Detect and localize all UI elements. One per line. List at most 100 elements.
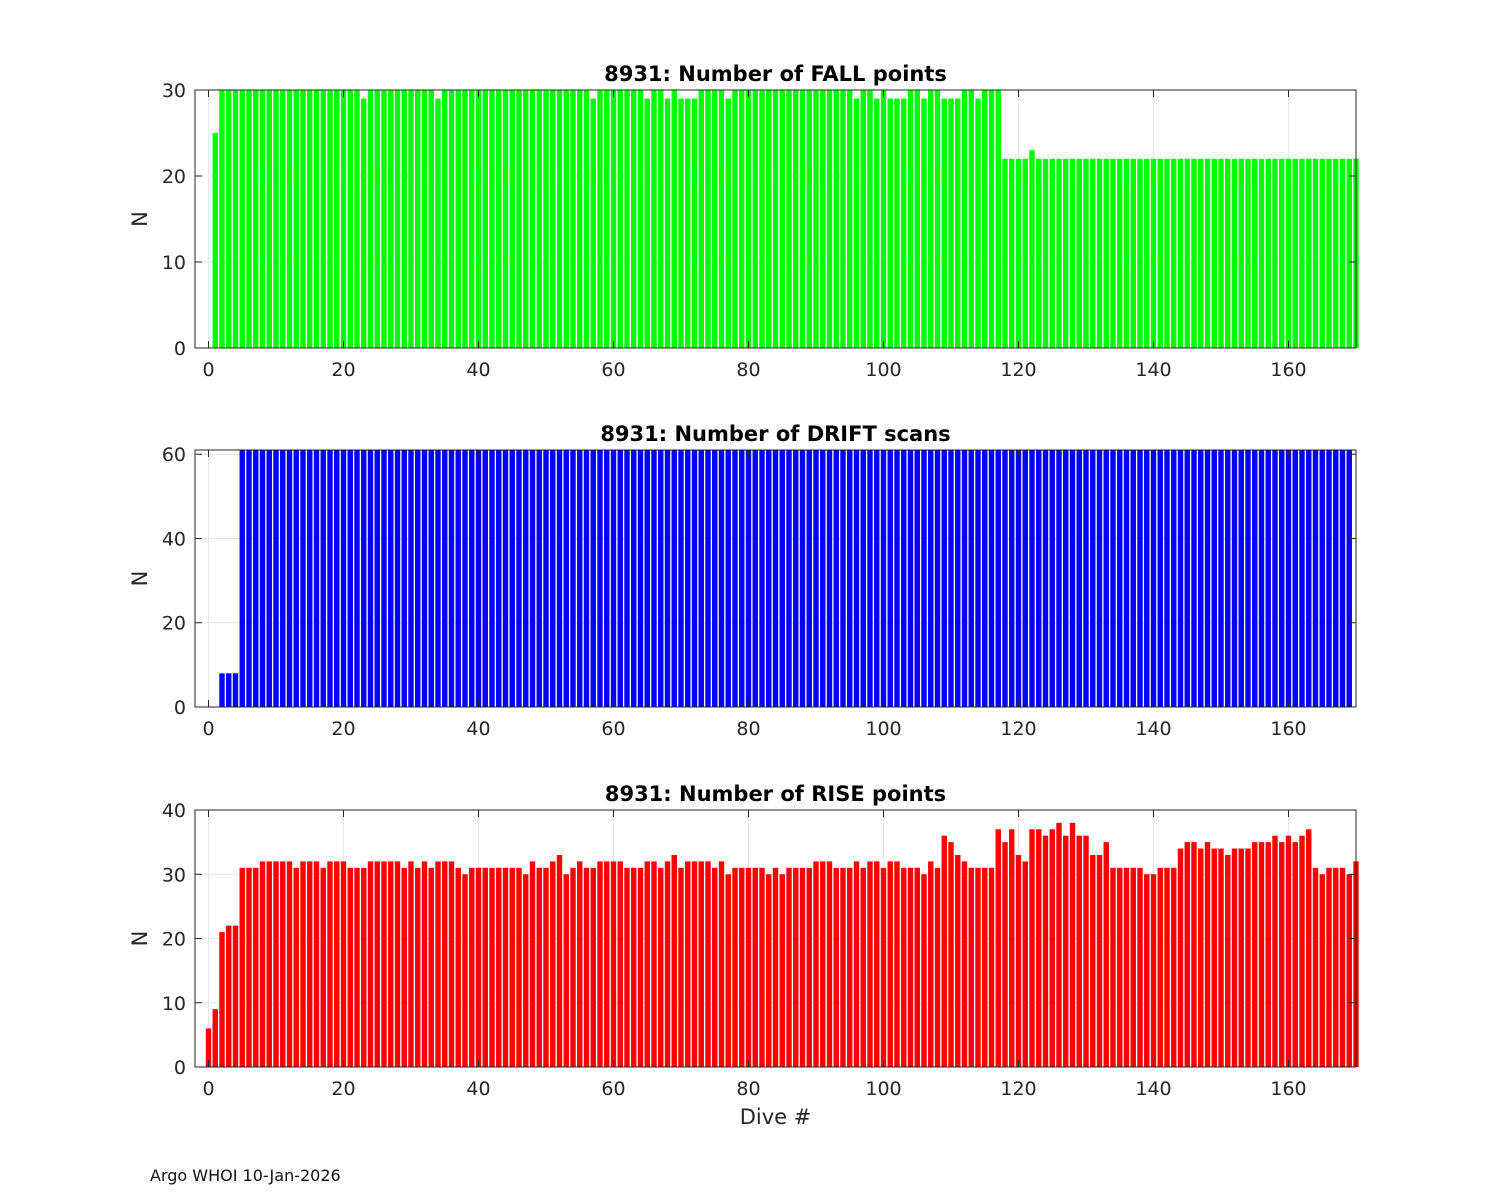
rise-xtick-label: 160 — [1270, 1078, 1306, 1100]
drift-bar — [597, 450, 603, 707]
fall-bar — [219, 90, 225, 348]
fall-bar — [948, 98, 954, 348]
rise-bar — [664, 861, 671, 1067]
fall-bar — [1184, 158, 1190, 348]
rise-bar — [1245, 848, 1251, 1067]
drift-bar — [286, 450, 293, 707]
drift-bar — [1238, 450, 1244, 707]
rise-bar — [759, 867, 765, 1067]
rise-bar — [523, 874, 529, 1067]
fall-bar — [239, 90, 245, 348]
drift-bar — [1150, 450, 1157, 707]
fall-bar — [516, 90, 522, 348]
rise-bar — [928, 861, 934, 1067]
fall-bar — [286, 90, 293, 348]
fall-bar — [968, 90, 974, 348]
drift-bar — [435, 450, 441, 707]
drift-bar — [826, 450, 833, 707]
fall-bar — [455, 90, 461, 348]
rise-bar — [1144, 874, 1150, 1067]
drift-bar — [928, 450, 934, 707]
drift-bar — [705, 450, 711, 707]
drift-bar — [833, 450, 839, 707]
drift-bar — [766, 450, 772, 707]
drift-bar — [718, 450, 725, 707]
rise-bar — [887, 861, 893, 1067]
drift-bar — [563, 450, 569, 707]
rise-bar — [1110, 867, 1116, 1067]
rise-bar — [894, 861, 900, 1067]
rise-bar — [259, 861, 266, 1067]
rise-bar — [1171, 867, 1177, 1067]
rise-bar — [1211, 848, 1217, 1067]
drift-bar — [408, 450, 414, 707]
drift-bar — [847, 450, 853, 707]
drift-bar — [320, 450, 326, 707]
rise-bar — [354, 867, 360, 1067]
fall-bar — [691, 98, 698, 348]
drift-bar — [1144, 450, 1150, 707]
drift-bar — [732, 450, 738, 707]
fall-bar — [347, 90, 353, 348]
fall-bar — [739, 90, 745, 348]
fall-bar — [887, 98, 893, 348]
rise-bar — [1069, 822, 1076, 1067]
rise-y-axis-label: N — [128, 931, 152, 947]
rise-bar — [705, 861, 711, 1067]
fall-bar — [415, 90, 421, 348]
drift-bar — [637, 450, 644, 707]
fall-bar — [901, 98, 907, 348]
drift-bar — [806, 450, 812, 707]
drift-bar — [658, 450, 664, 707]
fall-bar — [847, 90, 853, 348]
drift-bar — [523, 450, 529, 707]
drift-bar — [1083, 450, 1089, 707]
rise-bar — [1042, 835, 1049, 1067]
rise-bar — [988, 867, 995, 1067]
drift-bar — [1265, 450, 1271, 707]
drift-bar — [988, 450, 995, 707]
drift-bar — [502, 450, 509, 707]
drift-bar — [1076, 450, 1082, 707]
drift-bar — [428, 450, 434, 707]
rise-bar — [212, 1009, 218, 1067]
drift-bar — [253, 450, 259, 707]
rise-bar — [475, 867, 482, 1067]
rise-bar — [388, 861, 394, 1067]
fall-bar — [806, 90, 812, 348]
drift-bar — [226, 673, 232, 707]
rise-bar — [712, 867, 718, 1067]
fall-bar — [462, 90, 468, 348]
drift-bar — [901, 450, 907, 707]
fall-bar — [556, 90, 563, 348]
fall-bar — [1218, 158, 1224, 348]
drift-bar — [1319, 450, 1325, 707]
rise-bar — [644, 861, 650, 1067]
rise-bar — [1137, 867, 1143, 1067]
fall-bar — [509, 90, 515, 348]
drift-bar — [1049, 450, 1055, 707]
footer-credit: Argo WHOI 10-Jan-2026 — [150, 1166, 341, 1185]
drift-bar — [934, 450, 941, 707]
drift-chart-title: 8931: Number of DRIFT scans — [600, 422, 950, 446]
rise-bar — [273, 861, 279, 1067]
drift-bar — [671, 450, 677, 707]
drift-bar — [880, 450, 887, 707]
fall-xtick-label: 160 — [1270, 359, 1306, 381]
drift-bar — [1204, 450, 1211, 707]
rise-bar — [1009, 829, 1015, 1067]
rise-bar — [280, 861, 286, 1067]
fall-bar — [934, 90, 941, 348]
rise-bar — [489, 867, 495, 1067]
rise-bar — [955, 854, 961, 1067]
fall-bar — [496, 90, 502, 348]
rise-bar — [820, 861, 826, 1067]
rise-bar — [624, 867, 630, 1067]
rise-bar — [651, 861, 657, 1067]
rise-bar — [300, 861, 306, 1067]
drift-bar — [361, 450, 367, 707]
drift-bar — [712, 450, 718, 707]
drift-bar — [583, 450, 590, 707]
fall-bar — [1339, 158, 1346, 348]
rise-bar — [793, 867, 799, 1067]
